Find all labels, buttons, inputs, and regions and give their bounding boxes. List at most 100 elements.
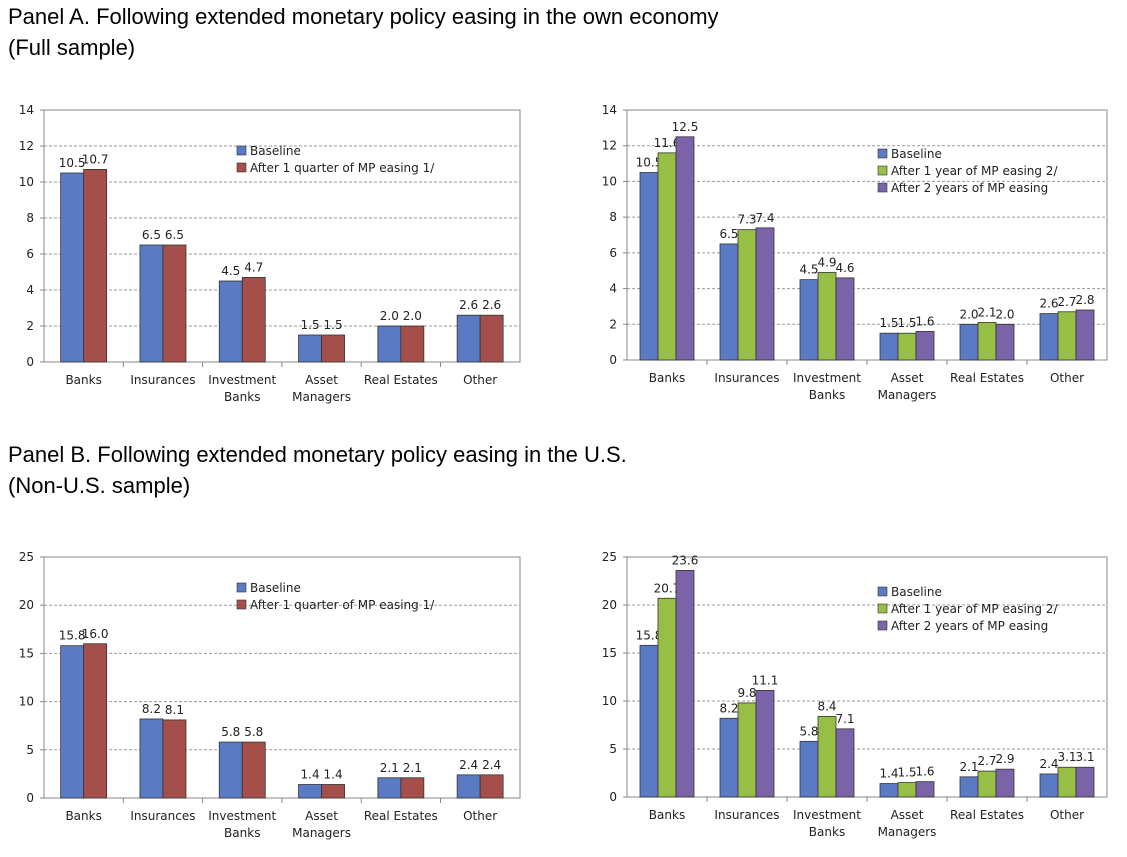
data-label: 2.6 <box>459 298 478 312</box>
legend-swatch <box>877 148 888 159</box>
y-tick-label: 14 <box>602 103 617 117</box>
category-label: Insurances <box>130 809 195 823</box>
category-label: Asset <box>305 373 338 387</box>
bar <box>835 277 855 361</box>
data-label: 10.5 <box>59 156 86 170</box>
y-tick-label: 5 <box>26 743 34 757</box>
category-label: Managers <box>292 390 351 404</box>
data-label: 2.6 <box>482 298 501 312</box>
data-label: 1.4 <box>879 767 898 781</box>
legend-entry: After 1 quarter of MP easing 1/ <box>250 161 435 175</box>
legend-swatch <box>236 162 247 173</box>
category-label: Investment <box>208 809 276 823</box>
bar <box>139 244 164 363</box>
bar <box>755 690 775 798</box>
category-label: Asset <box>305 809 338 823</box>
data-label: 23.6 <box>672 553 699 567</box>
category-label: Insurances <box>714 371 779 385</box>
data-label: 2.1 <box>403 761 422 775</box>
data-label: 5.8 <box>799 724 818 738</box>
data-label: 1.5 <box>897 316 916 330</box>
legend-entry: Baseline <box>891 585 942 599</box>
y-tick-label: 15 <box>602 646 617 660</box>
y-tick-label: 25 <box>602 550 617 564</box>
bar <box>915 331 935 361</box>
y-tick-label: 15 <box>19 646 34 660</box>
legend-swatch <box>236 145 247 156</box>
category-label: Banks <box>809 388 845 402</box>
panel-b-left-chart-svg: 0 5 10 15 20 25 15.816.0 Banks 8.2 8.1 Insurances 5… <box>19 550 521 840</box>
legend-entry: Baseline <box>250 581 301 595</box>
bar <box>241 276 266 363</box>
data-label: 1.5 <box>324 318 343 332</box>
data-label: 1.6 <box>915 765 934 779</box>
data-label: 1.5 <box>897 766 916 780</box>
y-tick-label: 10 <box>602 174 617 188</box>
panel-a-right-chart: 0 2 4 6 8 10 12 14 10.5 11.6 12.5 Banks 6.5 7.3 7.4 Ins… <box>583 100 1127 410</box>
data-label: 11.1 <box>752 673 779 687</box>
legend-entry: After 1 year of MP easing 2/ <box>891 164 1058 178</box>
data-label: 12.5 <box>672 120 699 134</box>
data-label: 9.8 <box>737 686 756 700</box>
bar <box>456 774 481 799</box>
data-label: 1.4 <box>301 768 320 782</box>
y-tick-label: 8 <box>609 210 617 224</box>
category-label: Investment <box>208 373 276 387</box>
data-label: 15.8 <box>636 628 663 642</box>
bar <box>139 718 164 799</box>
legend-swatch <box>236 582 247 593</box>
bar <box>400 777 425 799</box>
y-tick-label: 2 <box>609 317 617 331</box>
data-label: 2.0 <box>380 309 399 323</box>
bar <box>377 777 402 799</box>
bar <box>1039 773 1059 798</box>
category-label: Investment <box>793 371 861 385</box>
bar <box>897 332 917 361</box>
data-label: 2.4 <box>482 758 501 772</box>
bar <box>1075 309 1095 361</box>
bar <box>879 332 899 361</box>
category-label: Banks <box>224 390 260 404</box>
bar <box>977 322 997 361</box>
y-tick-label: 10 <box>19 175 34 189</box>
y-tick-label: 0 <box>609 353 617 367</box>
category-label: Other <box>1050 808 1084 822</box>
data-label: 2.6 <box>1039 297 1058 311</box>
plot-area <box>626 556 1108 798</box>
bar <box>218 741 243 799</box>
data-label: 4.6 <box>835 261 854 275</box>
bar <box>218 280 243 363</box>
category-label: Other <box>463 809 497 823</box>
data-label: 2.9 <box>995 752 1014 766</box>
data-label: 20.7 <box>654 581 681 595</box>
bar <box>817 272 837 361</box>
panel-a-left-chart: 0 2 4 6 8 10 12 14 10.5 10.7 Banks 6.5 6.5 Insurances… <box>0 100 560 410</box>
data-label: 7.1 <box>835 712 854 726</box>
bar <box>959 776 979 798</box>
bar <box>799 279 819 361</box>
bar <box>995 768 1015 798</box>
data-label: 2.0 <box>403 309 422 323</box>
panel-b-sample: (Non-U.S. sample) <box>8 473 191 498</box>
data-label: 4.5 <box>221 264 240 278</box>
bar <box>959 323 979 361</box>
data-label: 2.4 <box>459 758 478 772</box>
panel-b-left-chart: 0 5 10 15 20 25 15.8 16.0 Banks 8.2 8.1 Insurances 5… <box>0 540 560 845</box>
category-label: Insurances <box>714 808 779 822</box>
y-tick-label: 10 <box>602 694 617 708</box>
bar <box>60 172 85 363</box>
bar <box>1057 766 1077 798</box>
panel-a-heading: Panel A. Following extended monetary pol… <box>8 1 719 63</box>
category-label: Banks <box>65 373 101 387</box>
category-label: Banks <box>65 809 101 823</box>
bar <box>737 229 757 361</box>
category-label: Real Estates <box>950 371 1024 385</box>
y-tick-label: 4 <box>609 282 617 296</box>
bar <box>879 783 899 798</box>
bar <box>298 784 322 799</box>
category-label: Banks <box>649 371 685 385</box>
category-label: Managers <box>878 388 937 402</box>
bar <box>377 325 402 363</box>
bar <box>456 314 481 363</box>
category-label: Real Estates <box>950 808 1024 822</box>
